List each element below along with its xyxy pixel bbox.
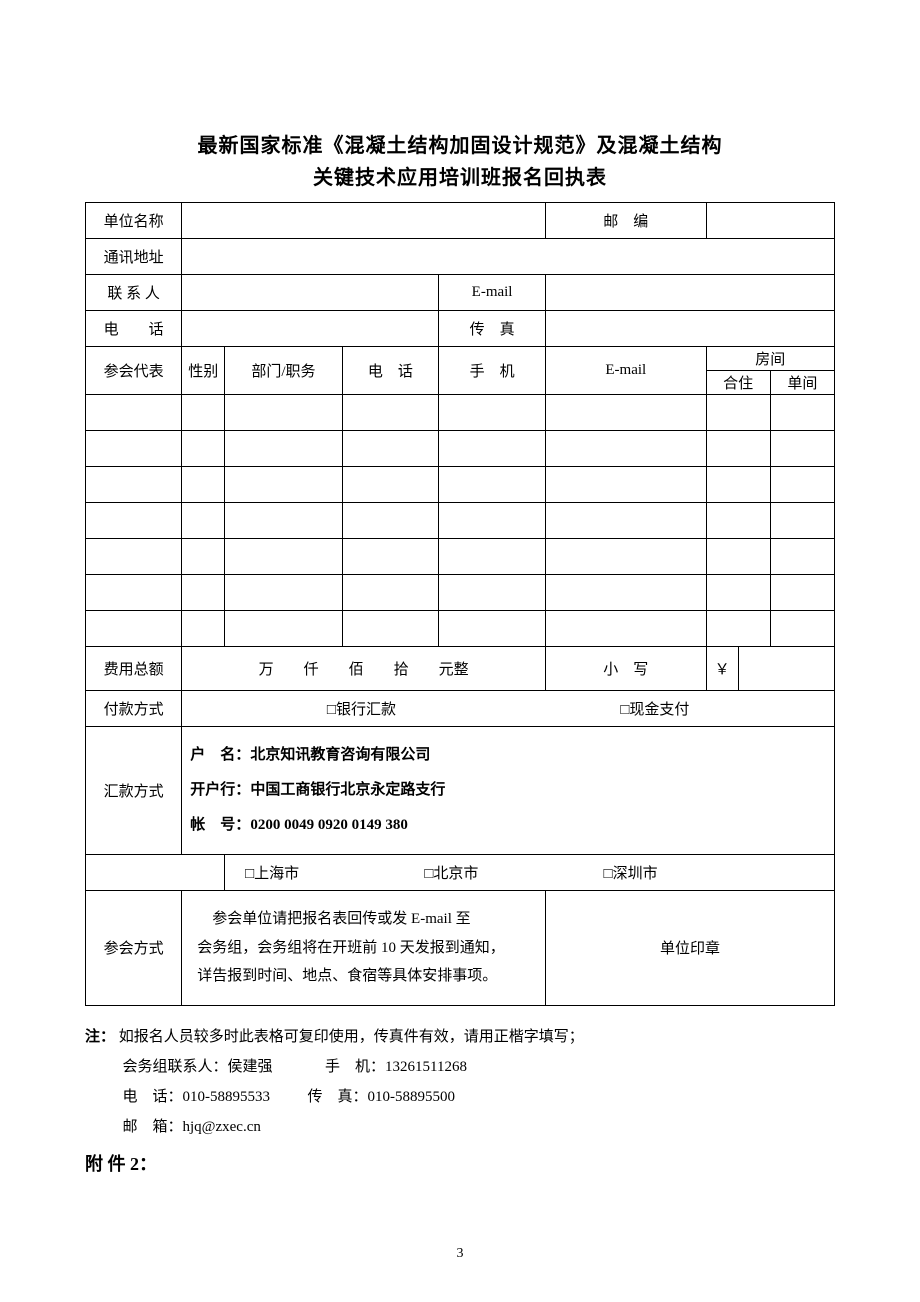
label-delegate: 参会代表: [86, 347, 182, 395]
label-contact: 联 系 人: [86, 275, 182, 311]
option-city-sh: □上海市: [245, 862, 420, 883]
label-room: 房间: [706, 347, 834, 371]
bank-info: 户 名：北京知讯教育咨询有限公司 开户行：中国工商银行北京永定路支行 帐 号：0…: [182, 727, 835, 855]
label-gender: 性别: [182, 347, 225, 395]
notes-line-1: 如报名人员较多时此表格可复印使用，传真件有效，请用正楷字填写；: [119, 1029, 584, 1045]
label-email2: E-mail: [546, 347, 707, 395]
label-room-single: 单间: [770, 371, 834, 395]
label-pay-method: 付款方式: [86, 691, 182, 727]
delegate-row: [86, 611, 835, 647]
bank-name: 中国工商银行北京永定路支行: [250, 782, 445, 798]
notes-contact-label: 会务组联系人：: [123, 1059, 228, 1075]
label-fee-small: 小 写: [546, 647, 707, 691]
label-total-fee: 费用总额: [86, 647, 182, 691]
notes-email-label: 邮 箱：: [123, 1119, 183, 1135]
delegate-row: [86, 539, 835, 575]
notes-prefix: 注：: [85, 1029, 115, 1045]
field-contact[interactable]: [182, 275, 439, 311]
label-room-share: 合住: [706, 371, 770, 395]
field-postcode[interactable]: [706, 203, 834, 239]
label-phone: 电 话: [86, 311, 182, 347]
field-phone[interactable]: [182, 311, 439, 347]
label-address: 通讯地址: [86, 239, 182, 275]
registration-form-table: 单位名称 邮 编 通讯地址 联 系 人 E-mail 电 话 传 真 参会代表 …: [85, 202, 835, 1006]
label-postcode: 邮 编: [546, 203, 707, 239]
notes-mobile: 13261511268: [385, 1059, 467, 1075]
notes-section: 注： 如报名人员较多时此表格可复印使用，传真件有效，请用正楷字填写； 会务组联系…: [85, 1022, 835, 1142]
notes-mobile-label: 手 机：: [325, 1059, 385, 1075]
label-unit-name: 单位名称: [86, 203, 182, 239]
notes-contact-name: 侯建强: [228, 1059, 273, 1075]
label-fax: 传 真: [439, 311, 546, 347]
title-line-2: 关键技术应用培训班报名回执表: [85, 162, 835, 194]
instruction-line-2: 会务组，会务组将在开班前 10 天发报到通知，: [197, 934, 505, 963]
label-city-blank: [86, 855, 225, 891]
notes-tel-label: 电 话：: [123, 1089, 183, 1105]
field-email[interactable]: [546, 275, 835, 311]
title-line-1: 最新国家标准《混凝土结构加固设计规范》及混凝土结构: [85, 130, 835, 162]
attend-instructions: 参会单位请把报名表回传或发 E-mail 至 会务组，会务组将在开班前 10 天…: [182, 891, 546, 1006]
label-email: E-mail: [439, 275, 546, 311]
instruction-line-1: 参会单位请把报名表回传或发 E-mail 至: [212, 911, 470, 927]
page-number: 3: [0, 1246, 920, 1262]
label-remit-method: 汇款方式: [86, 727, 182, 855]
label-dept: 部门/职务: [225, 347, 343, 395]
option-pay-cash: □现金支付: [510, 698, 800, 719]
document-title: 最新国家标准《混凝土结构加固设计规范》及混凝土结构 关键技术应用培训班报名回执表: [85, 130, 835, 194]
field-city[interactable]: □上海市 □北京市 □深圳市: [225, 855, 835, 891]
label-rmb: ￥: [706, 647, 738, 691]
label-mobile: 手 机: [439, 347, 546, 395]
field-fax[interactable]: [546, 311, 835, 347]
notes-tel: 010-58895533: [183, 1089, 271, 1105]
option-city-sz: □深圳市: [604, 862, 779, 883]
delegate-row: [86, 431, 835, 467]
bank-account-no: 0200 0049 0920 0149 380: [250, 817, 408, 833]
bank-account-name-label: 户 名：: [190, 747, 250, 763]
label-tel: 电 话: [342, 347, 438, 395]
bank-account-no-label: 帐 号：: [190, 817, 250, 833]
delegate-row: [86, 503, 835, 539]
attachment-label: 附 件 2：: [85, 1150, 835, 1176]
delegate-row: [86, 575, 835, 611]
notes-fax-label: 传 真：: [308, 1089, 368, 1105]
field-address[interactable]: [182, 239, 835, 275]
delegate-row: [86, 395, 835, 431]
field-pay-method[interactable]: □银行汇款 □现金支付: [182, 691, 835, 727]
field-fee-amount[interactable]: [738, 647, 834, 691]
label-attend-method: 参会方式: [86, 891, 182, 1006]
bank-account-name: 北京知讯教育咨询有限公司: [250, 747, 430, 763]
field-fee-chinese[interactable]: 万 仟 佰 拾 元整: [182, 647, 546, 691]
label-seal: 单位印章: [546, 891, 835, 1006]
notes-fax: 010-58895500: [368, 1089, 456, 1105]
field-unit-name[interactable]: [182, 203, 546, 239]
bank-name-label: 开户行：: [190, 782, 250, 798]
option-city-bj: □北京市: [424, 862, 599, 883]
option-pay-bank: □银行汇款: [217, 698, 507, 719]
instruction-line-3: 详告报到时间、地点、食宿等具体安排事项。: [197, 962, 497, 991]
delegate-row: [86, 467, 835, 503]
notes-email: hjq@zxec.cn: [183, 1119, 261, 1135]
